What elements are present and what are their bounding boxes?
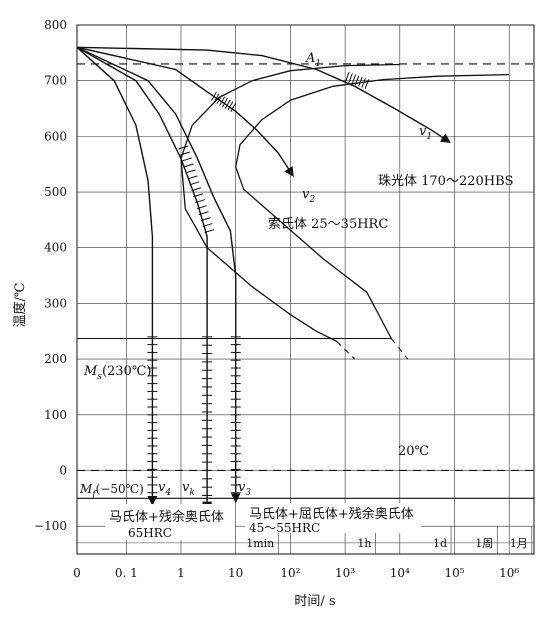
martensite-hardness-label: 65HRC [128, 526, 172, 540]
troostite-label: 马氏体+屈氏体+残余奥氏体 [249, 506, 414, 522]
hatch-vk [178, 145, 189, 150]
y-tick-label: 100 [44, 408, 67, 422]
time-mark-label: 1月 [510, 537, 528, 550]
x-tick-label: 10⁶ [499, 566, 519, 580]
hatch-v1 [351, 74, 357, 85]
transformation-finish-curve [235, 73, 510, 339]
x-tick-label: 10⁴ [390, 566, 410, 580]
time-mark-label: 1周 [475, 537, 493, 550]
v4-label: v4 [158, 480, 171, 498]
cooling-curve-v1 [76, 46, 451, 143]
troostite-label-bg [245, 503, 421, 533]
hatch-vk [185, 169, 196, 174]
hatch-vk [180, 151, 191, 156]
mf-label: Mf(−50℃) [79, 482, 144, 500]
hatch-vk [182, 157, 192, 162]
y-tick-label: 500 [44, 185, 67, 199]
hatch-vk [191, 187, 202, 192]
hatch-v1 [364, 79, 370, 89]
y-tick-label: 300 [44, 296, 67, 310]
martensite-label: 马氏体+残余奥氏体 [109, 509, 224, 525]
room-temp-label: 20℃ [398, 444, 429, 459]
hatch-v1 [348, 73, 353, 83]
x-tick-label: 10³ [335, 566, 355, 580]
time-mark-label: 1h [357, 537, 371, 550]
hatch-vk [187, 175, 198, 180]
y-tick-label: −100 [34, 519, 67, 533]
time-mark-label: 1min [246, 537, 274, 550]
hatch-vk [193, 193, 204, 198]
plot-frame [76, 24, 535, 555]
hatch-vk [200, 217, 211, 222]
hatch-v2 [210, 91, 217, 101]
start-curve-extension [336, 340, 356, 360]
hatch-vk [202, 223, 213, 228]
hatch-v1 [361, 77, 366, 88]
x-axis-label: 时间/ s [294, 594, 335, 609]
hatch-v2 [227, 101, 234, 111]
grid [76, 24, 535, 555]
x-tick-label: 0. 1 [115, 566, 138, 580]
v3-label: v3 [238, 480, 251, 498]
v2-label: v2 [302, 187, 315, 205]
cooling-curve-v2 [76, 46, 294, 177]
y-tick-label: 0 [59, 463, 67, 477]
martensite-label-bg [105, 504, 235, 540]
hatch-v2 [230, 102, 237, 112]
hatch-v1 [354, 75, 360, 86]
time-mark-label: 1d [433, 537, 447, 550]
x-tick-label: 10 [228, 566, 243, 580]
y-axis-label: 温度/℃ [12, 283, 28, 328]
x-tick-label: 1 [177, 566, 185, 580]
vk-label: vk [182, 480, 195, 498]
hatch-vk [183, 163, 194, 168]
x-tick-label: 10⁵ [444, 566, 464, 580]
cooling-curve-v4 [76, 46, 158, 506]
sorbite-label: 索氏体 25～35HRC [268, 217, 388, 232]
hatch-vk [195, 199, 205, 204]
x-tick-label: 0 [73, 566, 81, 580]
hatch-v2 [222, 98, 228, 108]
tick-labels: 800 700 600 500 400 300 200 100 0 −100 0 0. 1 1 10 10²… [34, 18, 528, 580]
hatch-v2 [213, 93, 220, 103]
hatch-v2 [219, 96, 226, 106]
hatch-vk [204, 229, 215, 234]
cooling-curve-v3 [76, 46, 241, 504]
y-tick-label: 200 [44, 352, 67, 366]
a1-label: A1 [305, 51, 321, 69]
troostite-hardness-label: 45～55HRC [249, 521, 320, 535]
hatch-v1 [345, 71, 350, 82]
reference-lines [77, 63, 534, 499]
v1-label: v1 [419, 124, 432, 142]
y-tick-label: 700 [44, 74, 67, 88]
y-tick-label: 400 [44, 241, 67, 255]
cooling-curve-vk [76, 46, 212, 512]
y-tick-label: 800 [44, 18, 67, 32]
hatch-v2 [216, 94, 223, 105]
x-tick-label: 10² [280, 566, 300, 580]
y-tick-label: 600 [44, 129, 67, 143]
hatch-v2 [224, 99, 231, 109]
pearlite-label: 珠光体 170～220HBS [378, 174, 514, 189]
ms-label: Ms(230℃) [83, 364, 151, 382]
hatch-vk [196, 205, 207, 210]
curves [76, 46, 510, 512]
hatch-vk [189, 181, 200, 186]
finish-curve-extension [390, 338, 409, 360]
hatch-v1 [358, 76, 363, 87]
hatch-vk [198, 211, 209, 216]
